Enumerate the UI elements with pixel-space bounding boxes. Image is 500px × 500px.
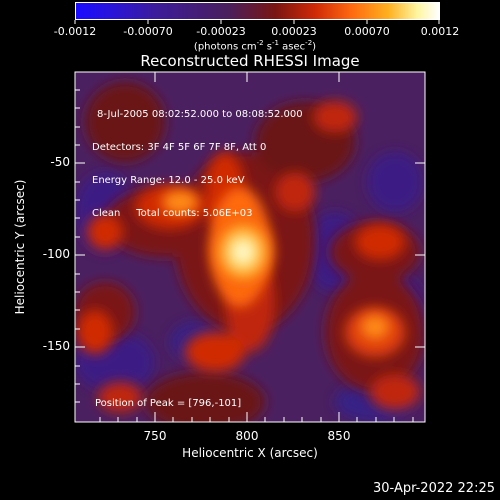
- plot-title: Reconstructed RHESSI Image: [140, 52, 360, 70]
- detectors: Detectors: 3F 4F 5F 6F 7F 8F, Att 0: [92, 142, 267, 153]
- colorbar-tick-label: 0.00023: [271, 25, 317, 38]
- y-axis-label: Heliocentric Y (arcsec): [13, 179, 27, 315]
- clean-counts: Clean Total counts: 5.06E+03: [92, 208, 253, 219]
- rhessi-image: [75, 72, 425, 422]
- x-tick-label: 800: [235, 429, 259, 443]
- timestamp: 30-Apr-2022 22:25: [373, 481, 495, 496]
- colorbar-tick-label: -0.00070: [123, 25, 173, 38]
- rhessi-image-render: [75, 72, 425, 422]
- info-panel: 8-Jul-2005 08:02:52.000 to 08:08:52.000 …: [92, 87, 303, 230]
- colorbar-tick-label: -0.00023: [196, 25, 246, 38]
- energy-range: Energy Range: 12.0 - 25.0 keV: [92, 175, 245, 186]
- y-tick-label: -100: [42, 247, 70, 261]
- x-tick-label: 750: [143, 429, 167, 443]
- colorbar: [75, 2, 440, 20]
- peak-position: Position of Peak = [796,-101]: [95, 398, 242, 409]
- time-range: 8-Jul-2005 08:02:52.000 to 08:08:52.000: [97, 109, 303, 120]
- x-axis-label: Heliocentric X (arcsec): [182, 446, 318, 460]
- x-tick-label: 850: [327, 429, 351, 443]
- colorbar-tick-label: 0.0012: [420, 25, 460, 38]
- y-tick-label: -50: [50, 155, 70, 169]
- colorbar-tick-label: -0.0012: [53, 25, 97, 38]
- colorbar-tick-label: 0.00070: [344, 25, 390, 38]
- colorbar-units: (photons cm-2 s-1 asec-2): [193, 39, 317, 53]
- y-tick-label: -150: [42, 339, 70, 353]
